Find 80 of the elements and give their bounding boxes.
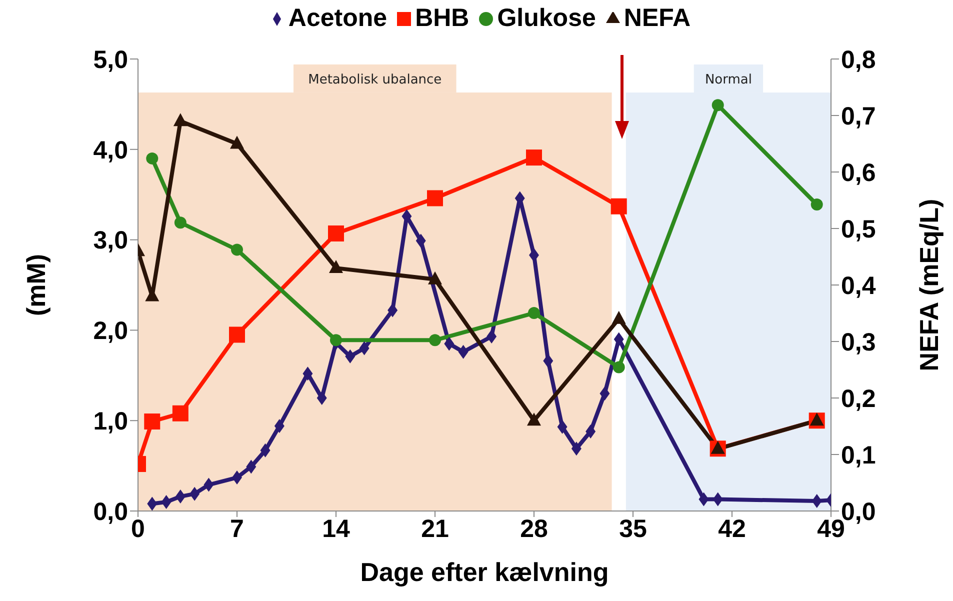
y2-tick-label: 0,5 (841, 215, 876, 244)
point (173, 113, 188, 126)
point (144, 414, 160, 430)
y2-tick-label: 0,4 (841, 272, 876, 300)
point (444, 336, 454, 351)
y2-axis-title: NEFA (mEq/L) (914, 198, 944, 372)
x-tick-label: 14 (322, 514, 350, 543)
point (388, 303, 398, 318)
point (147, 496, 158, 511)
point (316, 391, 327, 405)
point (230, 136, 244, 149)
point (161, 494, 172, 509)
point (710, 440, 725, 454)
point (712, 99, 724, 112)
point (810, 198, 823, 211)
point (712, 492, 723, 506)
point (612, 361, 625, 374)
point (543, 354, 554, 368)
band-label: Metabolisk ubalance (308, 72, 442, 88)
y-axis-title: (mM) (21, 254, 52, 316)
legend-label: Glukose (497, 4, 596, 32)
y-tick-label: 3,0 (93, 226, 128, 255)
point (359, 341, 370, 356)
point (600, 386, 610, 400)
point (810, 412, 824, 426)
point (330, 334, 342, 346)
point (260, 443, 270, 458)
y2-tick-label: 0,8 (841, 46, 876, 74)
point (612, 310, 626, 324)
y-tick-label: 4,0 (93, 136, 128, 164)
y-tick-label: 5,0 (93, 46, 128, 74)
point (610, 198, 627, 214)
point (586, 424, 596, 438)
x-tick-label: 21 (421, 514, 449, 543)
point (172, 405, 188, 422)
x-tick-label: 42 (718, 514, 746, 543)
point (416, 234, 426, 248)
point (486, 330, 497, 344)
legend-label: Acetone (288, 4, 388, 32)
point (231, 244, 243, 256)
y2-tick-label: 0,7 (841, 102, 876, 130)
point (528, 307, 540, 320)
legend-label: NEFA (624, 4, 691, 32)
x-tick-label: 35 (619, 514, 647, 543)
point (246, 460, 256, 474)
y2-tick-label: 0,3 (841, 328, 876, 356)
point (329, 260, 343, 274)
point (458, 344, 468, 359)
point (175, 490, 186, 504)
point (429, 334, 441, 346)
x-tick-label: 0 (131, 514, 145, 543)
point (527, 412, 541, 426)
x-tick-label: 7 (230, 514, 244, 543)
y2-tick-label: 0,2 (841, 384, 876, 413)
point (146, 152, 158, 164)
point (174, 216, 186, 229)
point (812, 494, 822, 508)
point (526, 150, 542, 166)
point (428, 271, 442, 284)
point (190, 486, 200, 501)
point (557, 420, 568, 434)
y2-tick-label: 0,1 (841, 441, 876, 470)
point (614, 332, 624, 346)
point (302, 366, 313, 381)
y-tick-label: 0,0 (93, 498, 128, 526)
point (229, 326, 245, 343)
point (345, 349, 356, 364)
x-tick-label: 28 (520, 514, 548, 543)
band-label: Normal (704, 72, 752, 88)
point (698, 492, 709, 506)
x-axis-title: Dage efter kælvning (360, 557, 609, 587)
point (204, 478, 214, 492)
y2-tick-label: 0,6 (841, 158, 876, 187)
point (274, 419, 284, 434)
y-tick-label: 1,0 (93, 407, 128, 436)
point (427, 190, 443, 206)
point (328, 225, 344, 242)
legend-label: BHB (415, 4, 470, 32)
y-tick-label: 2,0 (93, 317, 128, 346)
point (571, 442, 582, 456)
